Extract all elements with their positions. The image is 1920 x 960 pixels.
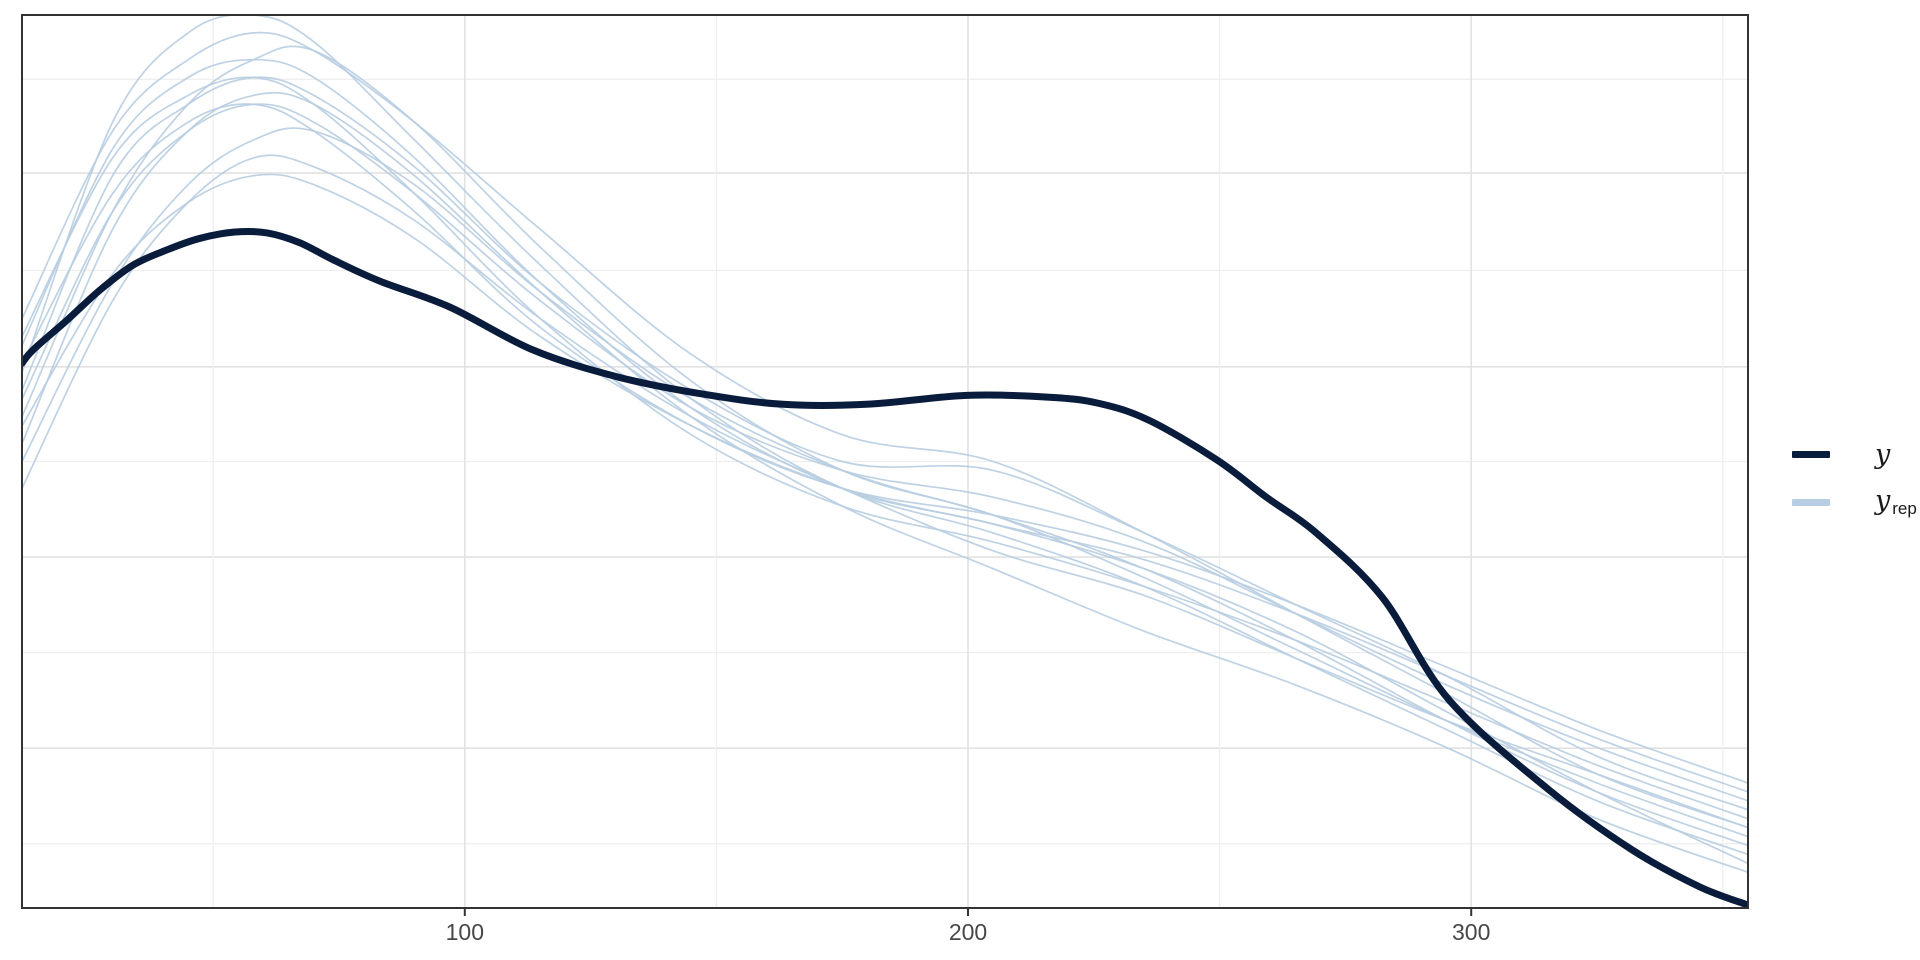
yrep-density-line <box>22 127 1748 847</box>
x-tick-label: 200 <box>949 919 987 945</box>
yrep-density-line <box>22 103 1748 802</box>
legend-label-y: y <box>1875 438 1891 470</box>
x-axis: 100 200 300 <box>446 908 1490 945</box>
y-line-swatch <box>1792 450 1830 458</box>
yrep-density-line <box>22 103 1748 784</box>
legend-item-y: y <box>1792 438 1917 470</box>
legend-item-yrep: y rep <box>1792 486 1917 518</box>
yrep-density-line <box>22 15 1748 856</box>
panel-border <box>21 14 1749 909</box>
x-tick-label: 300 <box>1452 919 1490 945</box>
yrep-density-line <box>22 76 1748 811</box>
legend: y y rep <box>1792 438 1917 518</box>
legend-label-yrep: y rep <box>1875 485 1917 518</box>
grid-layer <box>22 15 1748 908</box>
y-density-line <box>22 227 1748 908</box>
yrep-line-swatch <box>1792 498 1830 506</box>
yrep-density-line <box>22 91 1748 874</box>
yrep-density-line <box>22 154 1748 829</box>
x-tick-label: 100 <box>446 919 484 945</box>
series-layer <box>22 15 1748 908</box>
yrep-density-line <box>22 76 1748 820</box>
yrep-density-line <box>22 58 1748 865</box>
yrep-density-line <box>22 31 1748 829</box>
